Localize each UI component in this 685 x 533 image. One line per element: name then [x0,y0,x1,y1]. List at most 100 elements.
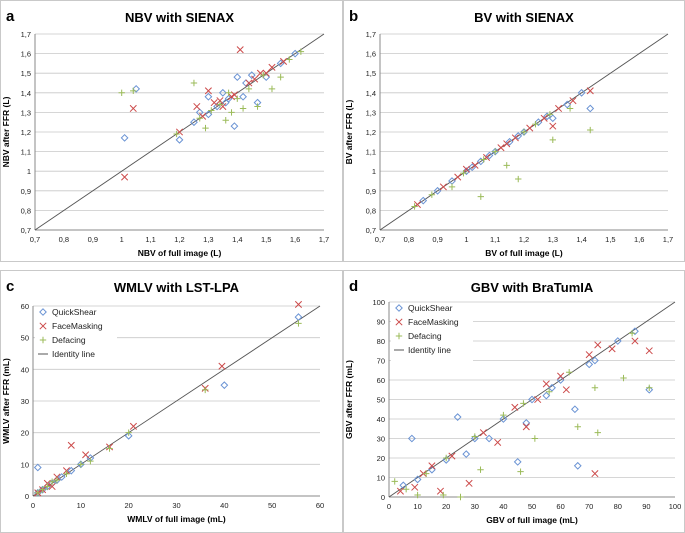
data-point [448,452,456,460]
x-tick-label: 10 [413,502,421,511]
data-point [542,380,550,388]
x-tick-label: 1,7 [663,235,673,244]
legend-marker [39,336,47,344]
x-tick-label: 0 [31,501,35,510]
chart-title: GBV with BraTumIA [471,280,594,295]
x-tick-label: 1,7 [319,235,329,244]
data-point [631,327,639,336]
data-point [120,133,129,142]
data-point [87,457,94,465]
data-point [585,360,594,369]
legend-marker [395,332,403,340]
data-point [531,435,539,442]
data-point [124,431,133,440]
panel-letter: b [349,8,358,25]
y-tick-label: 10 [21,460,29,469]
data-point [106,445,113,452]
data-point [208,107,215,114]
data-point [546,111,554,118]
y-tick-label: 0,8 [366,206,376,215]
data-point [234,95,241,102]
data-point [286,56,293,63]
x-tick-label: 1,3 [548,235,558,244]
data-point [613,337,622,345]
chart-title: NBV with SIENAX [125,10,234,25]
x-tick-label: 1,5 [605,235,615,244]
data-point [513,457,522,466]
x-tick-label: 40 [499,502,507,511]
data-point [233,73,242,82]
data-point [245,79,253,87]
x-tick-label: 60 [316,501,324,510]
data-point [569,97,577,105]
y-tick-label: 1,3 [21,108,31,117]
x-tick-label: 60 [556,502,564,511]
data-point [216,101,224,108]
data-point [262,73,271,82]
data-point [563,100,572,109]
y-tick-label: 1,7 [366,30,376,39]
data-point [540,114,548,122]
data-point [534,395,542,404]
data-point [457,493,464,501]
series-defacing [118,48,305,138]
data-point [587,126,594,134]
panel-frame [0,0,343,262]
y-tick-label: 0 [381,493,385,502]
data-point [499,415,508,423]
legend-marker [39,322,47,330]
data-point [44,483,51,490]
panel-d: d GBV with BraTumIA0102030405060708090100… [343,270,685,533]
data-point [218,362,226,370]
data-point [500,411,507,419]
data-point [294,300,303,308]
data-point [204,92,213,101]
data-point [485,151,494,160]
y-tick-label: 60 [21,302,29,311]
data-point [297,48,305,55]
data-point [436,487,445,495]
y-axis-label: WMLV after FFR (mL) [1,358,11,444]
data-point [67,441,75,449]
x-tick-label: 100 [669,502,682,511]
y-tick-label: 1,4 [366,89,376,98]
y-tick-label: 1,2 [366,128,376,137]
y-tick-label: 1,4 [21,89,31,98]
series-quickshear [419,88,595,205]
data-point [396,487,404,495]
y-tick-label: 50 [21,334,29,343]
chart-title: BV with SIENAX [474,10,574,25]
data-point [48,482,56,491]
y-tick-label: 40 [377,415,385,424]
legend-label: Identity line [408,345,451,355]
data-point [218,88,227,97]
y-tick-label: 1,7 [21,30,31,39]
data-point [411,203,418,210]
legend-marker [395,318,403,326]
y-tick-label: 1,1 [366,148,376,157]
data-point [204,110,213,119]
data-point [439,183,447,191]
data-point [542,391,551,400]
data-point [532,120,539,128]
x-axis-label: WMLV of full image (mL) [127,514,226,524]
data-point [460,169,467,177]
data-point [470,434,479,443]
data-point [503,162,510,169]
data-point [492,148,499,155]
legend: QuickShear FaceMasking Defacing Identity li… [391,303,473,363]
data-point [291,49,300,58]
y-tick-label: 0,9 [366,187,376,196]
data-point [82,451,90,459]
data-point [129,422,138,430]
data-point [118,89,125,96]
data-point [476,157,485,166]
data-point [570,405,579,414]
data-point [479,429,487,437]
data-point [477,466,484,473]
data-point [433,186,442,195]
panel-a: a NBV with SIENAX 0,7 0,8 0,9 1 1,1 1,2 1,3 1,4 1,… [0,0,343,262]
data-point [517,468,524,475]
data-point [254,103,261,110]
